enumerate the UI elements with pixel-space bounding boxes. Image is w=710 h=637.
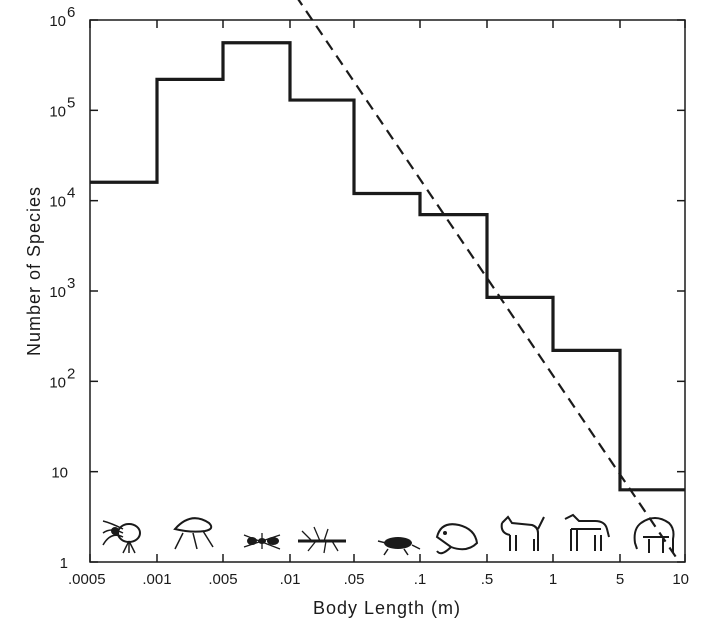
- horse-icon: [564, 513, 610, 551]
- y-tick-exponent: 5: [67, 94, 75, 111]
- x-tick-labels: .0005 .001 .005 .01 .05 .1 .5 1 5 10: [68, 571, 689, 588]
- y-tick-label: 103: [49, 275, 75, 301]
- y-tick-base: 10: [49, 194, 66, 211]
- ant-icon: [243, 533, 281, 550]
- rat-icon: [435, 523, 479, 555]
- species-step-line: [90, 41, 685, 492]
- y-tick-exponent: 3: [67, 275, 75, 292]
- x-tick-label: 10: [672, 571, 689, 588]
- trend-dashed-line: [297, 0, 679, 561]
- x-tick-label: 1: [549, 571, 557, 588]
- y-tick-label: 104: [49, 185, 75, 211]
- mayfly-icon: [298, 526, 346, 554]
- y-tick-base: 1: [60, 555, 68, 572]
- x-tick-label: .01: [280, 571, 301, 588]
- x-axis-label: Body Length (m): [313, 598, 461, 618]
- y-tick-label: 105: [49, 94, 75, 120]
- elephant-icon: [633, 517, 675, 553]
- x-tick-marks: [89, 20, 686, 562]
- y-tick-exponent: 4: [67, 185, 75, 202]
- y-tick-base: 10: [49, 13, 66, 30]
- y-tick-base: 10: [49, 103, 66, 120]
- x-tick-label: .05: [344, 571, 365, 588]
- y-tick-exponent: 6: [67, 4, 75, 21]
- x-tick-label: .001: [142, 571, 171, 588]
- x-tick-label: .1: [414, 571, 427, 588]
- flea-icon: [173, 517, 214, 550]
- plot-frame: [89, 19, 686, 563]
- x-tick-label: 5: [616, 571, 624, 588]
- y-tick-label: 102: [49, 365, 75, 391]
- y-axis-label: Number of Species: [24, 186, 44, 356]
- x-tick-label: .005: [208, 571, 237, 588]
- y-tick-base: 10: [49, 374, 66, 391]
- y-tick-base: 10: [49, 284, 66, 301]
- y-tick-label: 106: [49, 4, 75, 30]
- y-tick-exponent: 2: [67, 365, 75, 382]
- beetle-icon: [377, 537, 421, 556]
- dog-icon: [500, 515, 545, 551]
- animal-icons: [102, 513, 675, 556]
- x-tick-label: .0005: [68, 571, 106, 588]
- y-tick-base: 10: [51, 465, 68, 482]
- x-tick-label: .5: [481, 571, 494, 588]
- y-tick-marks: [90, 19, 685, 563]
- mite-icon: [102, 520, 141, 554]
- y-tick-label: 1: [60, 555, 68, 572]
- y-tick-label: 10: [51, 465, 68, 482]
